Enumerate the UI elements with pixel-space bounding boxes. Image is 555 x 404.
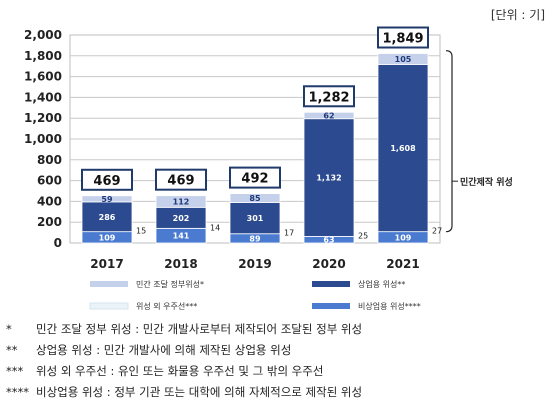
y-tick-label: 400 (37, 194, 62, 208)
legend-swatch (312, 303, 350, 309)
total-box (303, 85, 355, 108)
bar-value-label: 59 (101, 195, 113, 204)
y-tick-label: 800 (37, 153, 62, 167)
bar-segment (155, 195, 207, 208)
total-box (155, 168, 207, 191)
total-label: 1,849 (382, 32, 423, 47)
footnote-4-mark: **** (6, 384, 29, 399)
bar-value-label: 141 (173, 232, 190, 241)
legend-label: 민간 조달 정부위성* (136, 279, 204, 289)
bar-segment (81, 195, 133, 203)
bar-value-label: 85 (249, 194, 261, 203)
legend-label: 비상업용 위성**** (358, 301, 421, 311)
legend-swatch (89, 302, 129, 310)
bar-value-label: 109 (99, 233, 116, 242)
annotation-bracket (445, 50, 453, 233)
y-tick-label: 1,400 (24, 90, 62, 104)
bar-value-label: 62 (323, 111, 334, 120)
bar-value-label: 301 (247, 214, 264, 223)
total-label: 469 (167, 174, 194, 189)
y-tick-label: 1,600 (24, 70, 62, 84)
bar-value-label: 63 (323, 236, 334, 245)
small-series-label: 27 (432, 227, 442, 236)
y-tick-label: 1,200 (24, 111, 62, 125)
unit-label: [단위 : 기] (490, 8, 545, 22)
bar-segment (303, 111, 355, 120)
x-tick-label: 2020 (312, 257, 345, 271)
small-series-label: 17 (284, 229, 294, 238)
legend-swatch (312, 281, 350, 287)
total-box (81, 168, 133, 191)
bar-value-label: 105 (395, 55, 412, 64)
footnote-2: ** 상업용 위성 : 민간 개발사에 의해 제작된 상업용 위성 (6, 339, 551, 360)
bar-segment (229, 193, 281, 203)
footnote-3-text: 위성 외 우주선 : 유인 또는 화물용 우주선 및 그 밖의 우주선 (36, 363, 324, 378)
footnote-1-text: 민간 조달 정부 위성 : 민간 개발사로부터 제작되어 조달된 정부 위성 (36, 321, 363, 336)
bar-value-label: 1,608 (390, 144, 416, 153)
footnote-2-text: 상업용 위성 : 민간 개발사에 의해 제작된 상업용 위성 (36, 342, 292, 357)
bar-value-label: 202 (173, 214, 190, 223)
small-series-label: 14 (210, 223, 220, 232)
annotation-label: 민간제작 위성 (460, 176, 513, 188)
y-tick-label: 200 (37, 215, 62, 229)
y-tick-label: 1,800 (24, 49, 62, 63)
legend-label: 위성 외 우주선*** (136, 301, 197, 311)
total-box (229, 166, 281, 189)
total-label: 469 (93, 174, 120, 189)
footnote-2-mark: ** (6, 342, 18, 357)
x-tick-label: 2021 (386, 257, 419, 271)
y-tick-label: 1,000 (24, 132, 62, 146)
footnote-4-text: 비상업용 위성 : 정부 기관 또는 대학에 의해 자체적으로 제작된 위성 (36, 384, 363, 399)
total-label: 492 (241, 172, 268, 187)
bar-value-label: 112 (173, 198, 190, 207)
footnote-1-mark: * (6, 321, 12, 336)
stacked-bar-chart: 0 200 400 600 800 1,000 1,200 1,400 1,600 1,800 2,… (24, 26, 513, 311)
bar-segment (377, 53, 429, 65)
legend-label: 상업용 위성** (358, 279, 405, 289)
bar-segment (303, 118, 355, 237)
footnotes: * 민간 조달 정부 위성 : 민간 개발사로부터 제작되어 조달된 정부 위성… (6, 318, 551, 402)
x-tick-label: 2017 (90, 257, 123, 271)
total-label: 1,282 (308, 90, 349, 105)
bar-value-label: 109 (395, 233, 412, 242)
x-tick-label: 2019 (238, 257, 271, 271)
total-box (377, 26, 429, 49)
footnote-3: *** 위성 외 우주선 : 유인 또는 화물용 우주선 및 그 밖의 우주선 (6, 360, 551, 381)
y-tick-label: 2,000 (24, 28, 62, 42)
small-series-label: 25 (358, 231, 368, 240)
bar-value-label: 1,132 (316, 174, 341, 183)
y-tick-label: 0 (54, 236, 62, 250)
small-series-label: 15 (136, 227, 146, 236)
y-tick-label: 600 (37, 174, 62, 188)
footnote-3-mark: *** (6, 363, 24, 378)
bar-value-label: 89 (249, 234, 261, 243)
x-tick-label: 2018 (164, 257, 197, 271)
footnote-1: * 민간 조달 정부 위성 : 민간 개발사로부터 제작되어 조달된 정부 위성 (6, 318, 551, 339)
bar-value-label: 286 (99, 213, 116, 222)
legend-swatch (90, 281, 128, 287)
footnote-4: **** 비상업용 위성 : 정부 기관 또는 대학에 의해 자체적으로 제작된… (6, 381, 551, 402)
